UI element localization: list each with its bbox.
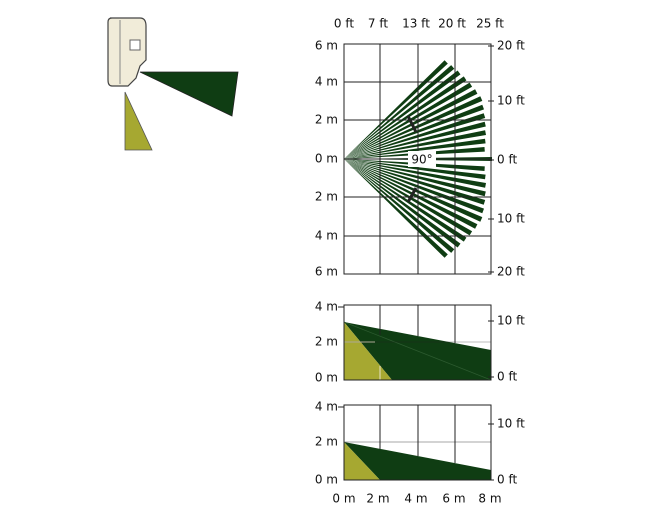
axis-label: 20 ft	[497, 265, 525, 279]
axis-label: 20 ft	[497, 39, 525, 53]
fan-wedge	[344, 76, 467, 159]
axis-label: 0 m	[315, 152, 338, 166]
axis-label: 13 ft	[402, 17, 430, 31]
fan-wedge	[344, 104, 484, 159]
side-view-2	[343, 404, 492, 481]
axis-label: 2 m	[315, 190, 338, 204]
fan-wedge	[344, 138, 486, 159]
axis-label: 6 m	[315, 265, 338, 279]
axis-label: 2 m	[315, 435, 338, 449]
axis-label: 0 ft	[497, 153, 517, 167]
fan-wedge	[344, 60, 448, 160]
axis-label: 0 m	[315, 371, 338, 385]
axis-label: 2 m	[315, 335, 338, 349]
angle-label: 90°	[411, 153, 432, 167]
axis-label: 4 m	[315, 75, 338, 89]
axis-label: 6 m	[442, 492, 465, 506]
fan-wedge	[344, 159, 467, 242]
axis-label: 2 m	[315, 113, 338, 127]
axis-label: 10 ft	[497, 314, 525, 328]
axis-label: 25 ft	[476, 17, 504, 31]
fan-wedge	[344, 121, 486, 159]
axis-label: 4 m	[404, 492, 427, 506]
axis-label: 10 ft	[497, 94, 525, 108]
axis-label: 0 ft	[497, 370, 517, 384]
fan-wedge	[344, 113, 486, 159]
axis-label: 0 ft	[497, 473, 517, 487]
fan-wedge	[344, 159, 455, 253]
fan-wedge	[344, 159, 461, 248]
angle-arc	[406, 115, 418, 203]
axis-label: 0 ft	[334, 17, 354, 31]
fan-wedge	[344, 159, 478, 229]
detector-icon	[107, 17, 239, 151]
fan-wedge	[344, 70, 461, 159]
fan-wedge	[344, 159, 484, 214]
fan-wedge	[344, 159, 486, 205]
coverage-fan	[344, 60, 492, 258]
axis-label: 0 m	[332, 492, 355, 506]
axis-label: 20 ft	[438, 17, 466, 31]
axis-label: 2 m	[366, 492, 389, 506]
axis-label: 8 m	[478, 492, 501, 506]
axis-label: 4 m	[315, 300, 338, 314]
fan-wedge	[344, 159, 486, 197]
side-view-1	[343, 304, 492, 381]
fan-wedge	[344, 65, 455, 159]
angle-label-bg	[408, 151, 436, 167]
axis-label: 10 ft	[497, 212, 525, 226]
axis-label: 7 ft	[368, 17, 388, 31]
axis-label: 6 m	[315, 39, 338, 53]
labels: 0 ft 7 ft 13 ft 20 ft 25 ft 6 m 4 m 2 m 0 m 2 m 4 …	[315, 17, 525, 506]
axis-label: 4 m	[315, 229, 338, 243]
axis-label: 4 m	[315, 400, 338, 414]
fan-wedge	[344, 159, 486, 180]
fan-wedge	[344, 159, 448, 258]
axis-label: 10 ft	[497, 417, 525, 431]
top-grid	[343, 43, 492, 275]
fan-wedge	[344, 82, 473, 159]
axis-label: 0 m	[315, 473, 338, 487]
